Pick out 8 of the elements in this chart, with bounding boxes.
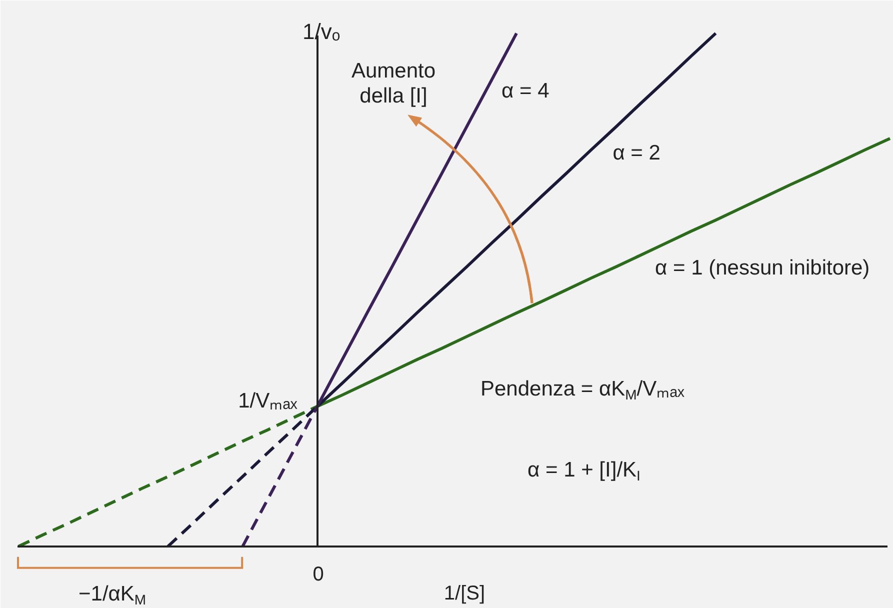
- series-label: α = 1 (nessun inibitore): [655, 256, 870, 280]
- x-axis-title: 1/[S]: [444, 582, 486, 605]
- annotation: Aumento della [I]: [351, 60, 436, 108]
- y-axis-title: 1/vₒ: [302, 18, 340, 44]
- series-label: α = 2: [612, 141, 660, 164]
- annotation: 1/Vₘₐₓ: [238, 389, 298, 412]
- text: 0: [312, 564, 324, 586]
- series-label: α = 4: [502, 79, 550, 102]
